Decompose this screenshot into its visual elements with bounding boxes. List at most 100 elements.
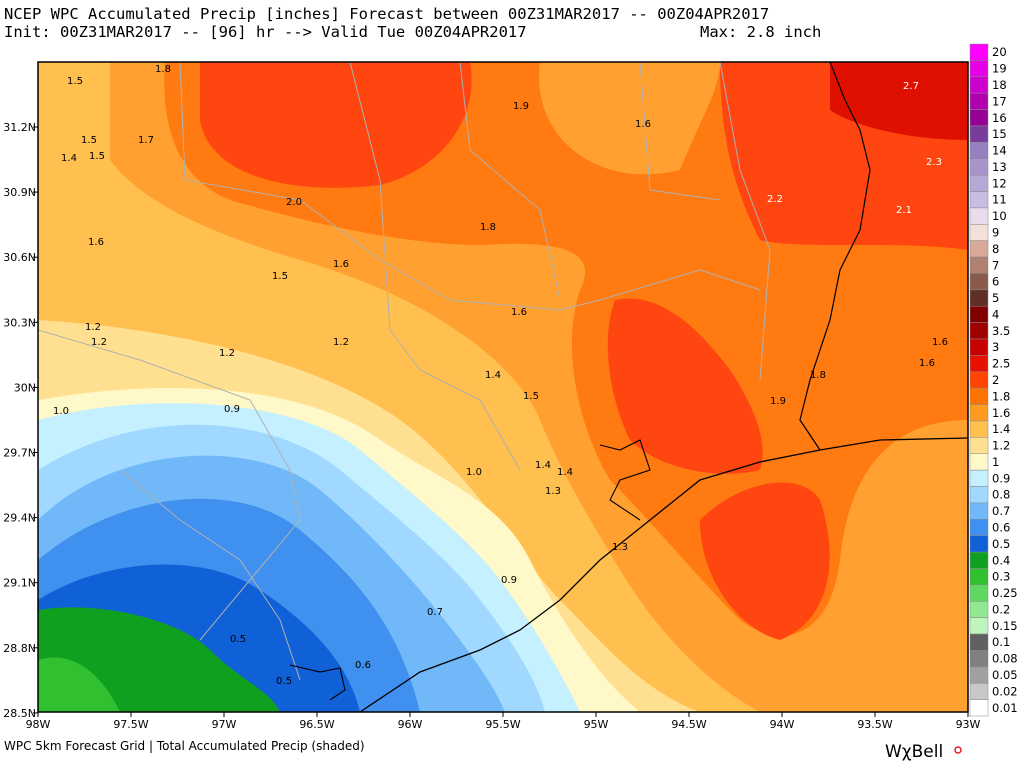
colorbar-swatch	[969, 519, 989, 536]
colorbar-swatch	[969, 142, 989, 159]
contour-label: 1.4	[557, 467, 573, 478]
colorbar-swatch	[969, 109, 989, 127]
contour-label: 1.0	[53, 406, 69, 417]
colorbar-swatch	[969, 92, 989, 110]
colorbar-swatch	[969, 240, 989, 258]
colorbar-label: 0.9	[992, 471, 1010, 485]
lon-label: 94W	[770, 718, 795, 731]
colorbar-label: 0.8	[992, 488, 1010, 502]
contour-label: 1.3	[612, 542, 628, 553]
logo: WχBell	[885, 742, 943, 762]
colorbar-swatch	[969, 224, 989, 241]
colorbar-label: 1.2	[992, 439, 1010, 453]
lat-label: 28.8N	[3, 642, 36, 655]
colorbar-label: 6	[992, 275, 999, 289]
colorbar-label: 8	[992, 242, 999, 256]
contour-label: 0.7	[427, 607, 443, 618]
colorbar-swatch	[969, 666, 989, 684]
colorbar-swatch	[969, 469, 989, 487]
colorbar-label: 0.08	[992, 652, 1018, 666]
colorbar-label: 1.6	[992, 406, 1010, 420]
contour-label: 1.5	[81, 135, 97, 146]
contour-label: 1.6	[919, 358, 935, 369]
contour-label: 1.5	[89, 151, 105, 162]
colorbar-swatch	[969, 338, 989, 356]
contour-label: 1.6	[932, 337, 948, 348]
contour-label: 1.8	[155, 64, 171, 75]
colorbar-label: 0.05	[992, 668, 1018, 682]
colorbar-swatch	[969, 322, 989, 340]
lon-label: 97W	[212, 718, 237, 731]
colorbar-label: 0.1	[992, 635, 1010, 649]
colorbar-label: 0.4	[992, 553, 1010, 567]
colorbar-label: 20	[992, 45, 1007, 59]
logo-dot	[954, 746, 962, 754]
colorbar-swatch	[969, 535, 989, 553]
colorbar-label: 7	[992, 258, 999, 272]
lon-label: 97.5W	[113, 718, 148, 731]
colorbar-label: 0.02	[992, 684, 1018, 698]
colorbar-label: 18	[992, 78, 1007, 92]
colorbar-label: 3	[992, 340, 999, 354]
colorbar-swatch	[969, 633, 989, 651]
colorbar-label: 1	[992, 455, 999, 469]
lat-label: 30.6N	[3, 251, 36, 264]
colorbar-label: 16	[992, 111, 1007, 125]
lon-label: 96.5W	[299, 718, 334, 731]
colorbar-label: 0.25	[992, 586, 1018, 600]
colorbar-swatch	[969, 502, 989, 520]
colorbar-swatch	[969, 76, 989, 94]
colorbar-label: 4	[992, 307, 999, 321]
colorbar-swatch	[969, 43, 989, 61]
colorbar-label: 0.3	[992, 570, 1010, 584]
colorbar-swatch	[969, 682, 989, 700]
contour-label: 1.0	[466, 467, 482, 478]
colorbar-label: 14	[992, 144, 1007, 158]
contour-label: 1.5	[67, 76, 83, 87]
lon-label: 95.5W	[485, 718, 520, 731]
max-label: Max: 2.8 inch	[700, 23, 821, 41]
contour-label: 1.6	[511, 307, 527, 318]
colorbar-swatch	[969, 584, 989, 602]
lat-label: 30.9N	[3, 186, 36, 199]
contour-label: 1.8	[810, 370, 826, 381]
colorbar-label: 3.5	[992, 324, 1010, 338]
colorbar-swatch	[969, 174, 989, 192]
colorbar-swatch	[969, 551, 989, 569]
colorbar-label: 13	[992, 160, 1007, 174]
contour-label: 1.9	[513, 101, 529, 112]
contour-label: 2.7	[903, 81, 919, 92]
colorbar-swatch	[969, 404, 989, 422]
contour-label: 1.2	[333, 337, 349, 348]
colorbar-label: 12	[992, 176, 1007, 190]
colorbar-swatch	[969, 273, 989, 291]
colorbar-label: 11	[992, 193, 1007, 207]
colorbar-label: 0.7	[992, 504, 1010, 518]
contour-label: 1.5	[272, 271, 288, 282]
colorbar-swatch	[969, 355, 989, 373]
lon-label: 98W	[26, 718, 51, 731]
lat-label: 28.5N	[3, 707, 36, 720]
colorbar-label: 0.01	[992, 701, 1018, 715]
colorbar-label: 2.5	[992, 357, 1010, 371]
lat-label: 29.1N	[3, 577, 36, 590]
colorbar-swatch	[969, 486, 989, 504]
contour-label: 0.6	[355, 660, 371, 671]
colorbar-swatch	[969, 305, 989, 323]
contour-label: 1.6	[333, 259, 349, 270]
title-line: Init: 00Z31MAR2017 -- [96] hr --> Valid …	[4, 23, 527, 41]
colorbar-swatch	[969, 387, 989, 405]
lon-label: 93.5W	[857, 718, 892, 731]
lat-label: 30N	[14, 381, 36, 394]
colorbar-label: 0.5	[992, 537, 1010, 551]
colorbar-swatch	[969, 568, 989, 586]
colorbar-label: 17	[992, 94, 1007, 108]
contour-label: 1.7	[138, 135, 154, 146]
colorbar-label: 1.4	[992, 422, 1010, 436]
contour-label: 1.4	[61, 153, 77, 164]
lat-label: 31.2N	[3, 121, 36, 134]
contour-label: 1.9	[770, 396, 786, 407]
colorbar-swatch	[969, 437, 989, 455]
colorbar-label: 15	[992, 127, 1007, 141]
